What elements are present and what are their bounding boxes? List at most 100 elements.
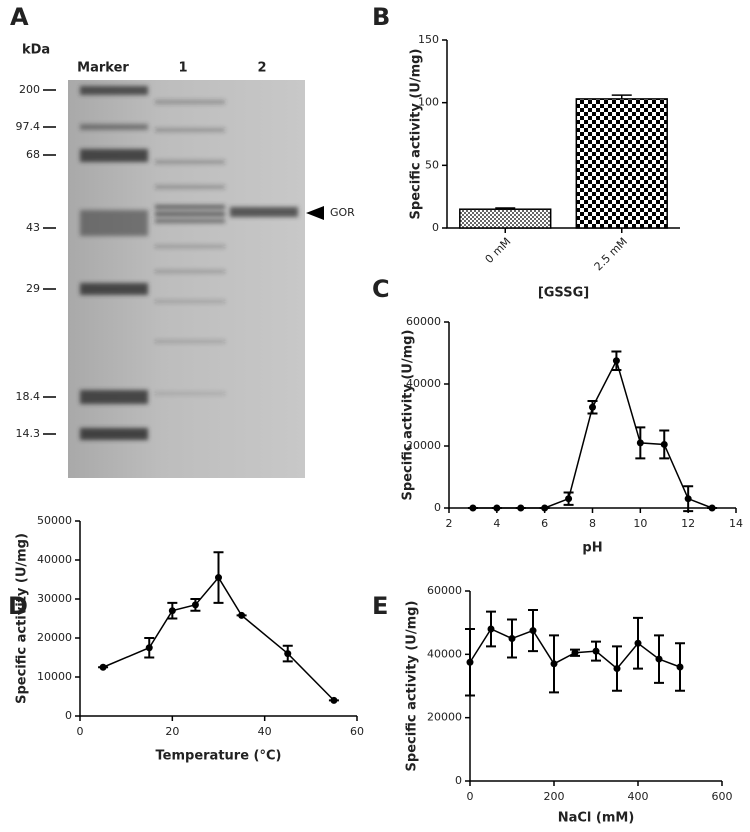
axes [79, 521, 357, 717]
bar [459, 208, 552, 229]
gel-panel: kDa Marker 1 2 GOR [22, 43, 355, 478]
gel [68, 80, 305, 478]
y-axis-title: Specific activity (U/mg) [405, 601, 420, 772]
y-tick-label: 20000 [37, 631, 72, 644]
y-tick-label: 0 [65, 709, 72, 722]
y-tick-label: 0 [432, 221, 439, 234]
x-axis-title: NaCl (mM) [558, 811, 635, 826]
point [215, 574, 222, 582]
x-tick-label: 10 [633, 517, 647, 530]
bands [80, 86, 298, 440]
y-tick-label: 30000 [37, 592, 72, 605]
point [145, 644, 153, 652]
y-tick-label: 20000 [427, 711, 462, 724]
y-tick-label: 50 [425, 158, 439, 171]
point [191, 601, 199, 609]
x-tick-label: 600 [712, 790, 733, 803]
y-tick-label: 0 [455, 774, 462, 787]
point [238, 611, 246, 619]
x-tick-label: 0 [77, 725, 84, 738]
x-tick-label: 60 [350, 725, 364, 738]
marker-label: 200 [19, 83, 40, 96]
axes [448, 322, 736, 509]
x-tick-label: 40 [258, 725, 272, 738]
panel-letter: B [372, 3, 390, 31]
x-tick-label: 2.5 mM [592, 235, 630, 273]
point [466, 658, 474, 666]
x-axis-title: pH [582, 541, 602, 556]
point [589, 403, 596, 411]
y-tick-label: 60000 [427, 584, 462, 597]
lane-label: 1 [178, 61, 187, 76]
panel-letter: E [372, 592, 388, 620]
x-axis-title: [GSSG] [538, 286, 589, 301]
point [99, 663, 107, 671]
point [469, 504, 477, 512]
point [708, 504, 716, 512]
x-tick-label: 6 [541, 517, 548, 530]
x-tick-label: 14 [729, 517, 743, 530]
y-tick-label: 100 [418, 96, 439, 109]
x-tick-label: 0 [467, 790, 474, 803]
y-tick-label: 50000 [37, 514, 72, 527]
band-label: GOR [330, 206, 355, 219]
line [102, 576, 335, 701]
point [660, 440, 668, 448]
y-tick-label: 0 [434, 501, 441, 514]
y-tick-label: 40000 [37, 553, 72, 566]
x-tick-label: 12 [681, 517, 695, 530]
marker-label: 43 [26, 221, 40, 234]
bar [575, 98, 668, 229]
point [330, 696, 338, 704]
point [571, 649, 579, 657]
x-tick-label: 200 [544, 790, 565, 803]
y-axis-title: Specific activity (U/mg) [15, 533, 30, 704]
point [508, 635, 516, 642]
x-tick-label: 8 [589, 517, 596, 530]
point [636, 439, 644, 447]
point [168, 607, 176, 615]
y-axis-title: Specific activity (U/mg) [401, 330, 416, 501]
point [565, 495, 573, 503]
point [613, 665, 621, 673]
point [634, 639, 642, 647]
point [655, 655, 663, 663]
panel-letter: A [10, 3, 29, 31]
y-tick-label: 40000 [427, 647, 462, 660]
panel-letter: C [372, 275, 390, 303]
point [592, 647, 600, 655]
x-tick-label: 20 [165, 725, 179, 738]
marker-label: 68 [26, 148, 40, 161]
marker-label: 18.4 [16, 390, 41, 403]
x-axis-title: Temperature (°C) [156, 749, 282, 764]
y-tick-label: 10000 [37, 670, 72, 683]
point [541, 504, 549, 512]
x-tick-label: 0 mM [483, 235, 514, 266]
x-tick-label: 4 [493, 517, 500, 530]
x-tick-label: 400 [628, 790, 649, 803]
point [676, 663, 684, 671]
y-tick-label: 40000 [406, 377, 441, 390]
line [472, 358, 713, 509]
point [550, 660, 558, 668]
y-tick-label: 60000 [406, 315, 441, 328]
y-tick-label: 20000 [406, 439, 441, 452]
band-arrow [306, 206, 324, 220]
point [517, 504, 525, 512]
point [493, 504, 501, 512]
point [612, 357, 620, 365]
x-tick-label: 2 [446, 517, 453, 530]
point [487, 625, 495, 633]
panel-letter: D [8, 592, 28, 620]
y-axis-title: Specific activity (U/mg) [409, 49, 424, 220]
lane-label: Marker [77, 61, 129, 76]
marker-label: 29 [26, 282, 40, 295]
gel-unit: kDa [22, 43, 50, 58]
point [284, 650, 292, 658]
marker-label: 97.4 [16, 120, 41, 133]
marker-label: 14.3 [16, 427, 41, 440]
point [684, 495, 692, 503]
y-tick-label: 150 [418, 33, 439, 46]
point [529, 627, 537, 635]
